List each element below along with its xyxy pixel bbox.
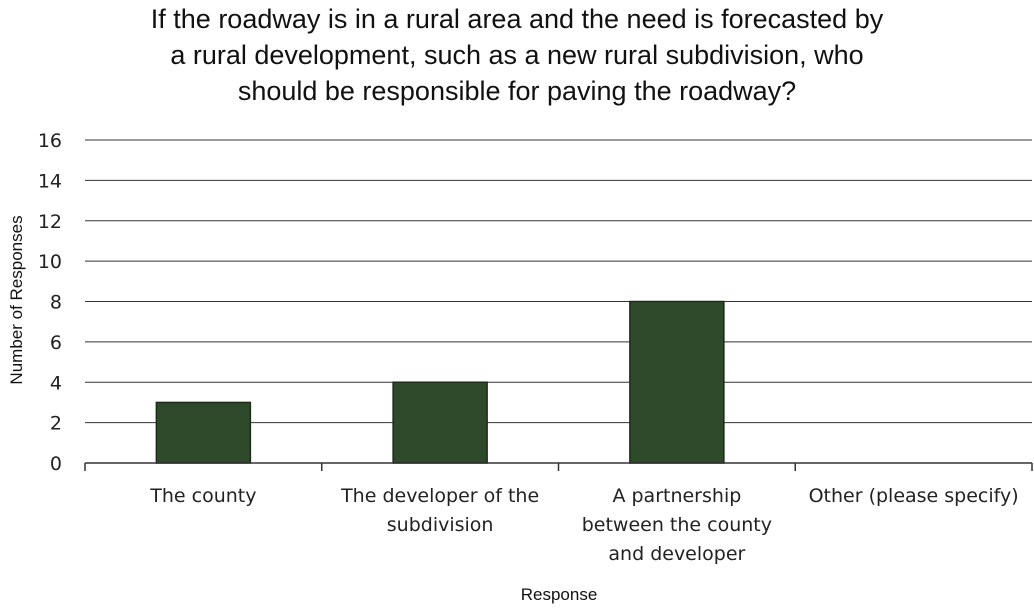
y-axis-label: Number of Responses xyxy=(7,215,26,384)
y-tick-label: 10 xyxy=(38,251,62,273)
x-category-label-line: The developer of the xyxy=(340,485,539,507)
y-tick-label: 12 xyxy=(38,211,62,233)
x-category-label: A partnership between the county and devel… xyxy=(582,485,772,565)
x-category-label-line: A partnership xyxy=(612,485,741,507)
x-category-label-line: The county xyxy=(149,485,256,507)
x-axis xyxy=(84,462,1033,471)
x-category-label: The county xyxy=(149,485,256,507)
x-category-label: Other (please specify) xyxy=(809,485,1019,507)
x-category-label-line: and developer xyxy=(608,543,745,565)
x-axis-label: Response xyxy=(521,585,598,604)
chart-title-line: a rural development, such as a new rural… xyxy=(170,40,863,70)
x-category-label: The developer of the subdivision xyxy=(340,485,539,536)
y-tick-label: 4 xyxy=(50,372,62,394)
chart-title-line: If the roadway is in a rural area and th… xyxy=(151,4,884,34)
y-tick-label: 8 xyxy=(50,292,62,314)
y-tick-labels: 0 2 4 6 8 10 12 14 16 xyxy=(38,130,62,475)
bars xyxy=(155,300,725,464)
y-tick-label: 14 xyxy=(38,170,62,192)
chart-title-line: should be responsible for paving the roa… xyxy=(238,76,796,106)
y-tick-label: 16 xyxy=(38,130,62,152)
bar xyxy=(155,401,252,464)
y-tick-label: 6 xyxy=(50,332,62,354)
x-category-label-line: between the county xyxy=(582,514,772,536)
bar xyxy=(629,300,725,464)
x-category-labels: The county The developer of the subdivisio… xyxy=(149,485,1018,565)
y-tick-label: 0 xyxy=(50,453,62,475)
bar xyxy=(392,381,488,464)
y-tick-label: 2 xyxy=(50,413,62,435)
x-category-label-line: Other (please specify) xyxy=(809,485,1019,507)
gridlines xyxy=(85,139,1032,424)
chart-title: If the roadway is in a rural area and th… xyxy=(151,4,884,106)
x-category-label-line: subdivision xyxy=(387,514,494,536)
